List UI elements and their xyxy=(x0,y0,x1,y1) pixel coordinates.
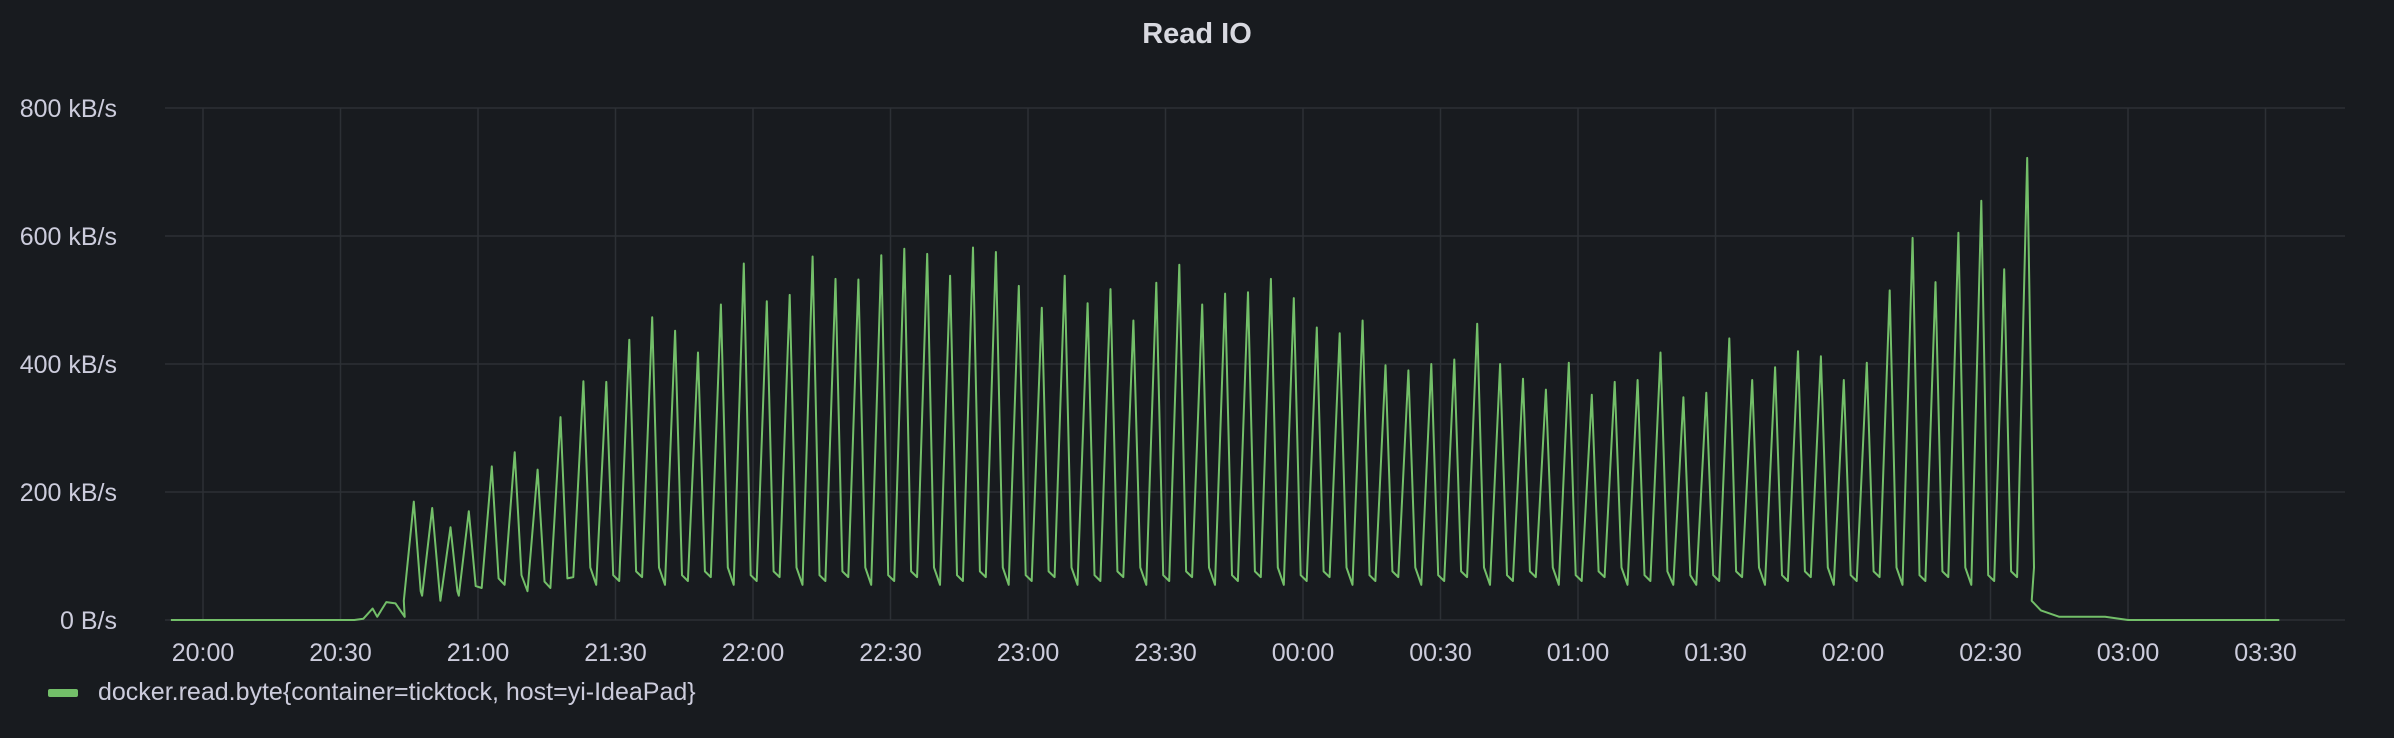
series-layer[interactable] xyxy=(170,155,2280,621)
x-tick-label: 21:00 xyxy=(447,639,510,667)
x-tick-label: 23:30 xyxy=(1134,639,1197,667)
series-line[interactable] xyxy=(170,156,2280,621)
x-tick-label: 20:00 xyxy=(172,639,235,667)
x-axis: 20:00 20:30 21:00 21:30 22:00 22:30 23:00 23:30… xyxy=(172,639,2297,667)
y-tick-label: 600 kB/s xyxy=(20,223,117,251)
panel-title: Read IO xyxy=(1142,18,1252,50)
x-tick-label: 22:00 xyxy=(722,639,785,667)
x-tick-label: 03:00 xyxy=(2097,639,2160,667)
y-axis: 0 B/s 200 kB/s 400 kB/s 600 kB/s 800 kB/s xyxy=(20,95,117,635)
x-tick-label: 02:30 xyxy=(1959,639,2022,667)
x-tick-label: 22:30 xyxy=(859,639,922,667)
x-tick-label: 01:00 xyxy=(1547,639,1610,667)
legend-swatch xyxy=(48,688,78,697)
x-tick-label: 03:30 xyxy=(2234,639,2297,667)
grid xyxy=(165,107,2345,621)
y-tick-label: 800 kB/s xyxy=(20,95,117,123)
y-tick-label: 200 kB/s xyxy=(20,479,117,507)
x-tick-label: 01:30 xyxy=(1684,639,1747,667)
x-tick-label: 23:00 xyxy=(997,639,1060,667)
x-tick-label: 21:30 xyxy=(584,639,647,667)
x-tick-label: 00:30 xyxy=(1409,639,1472,667)
y-tick-label: 0 B/s xyxy=(60,607,117,635)
x-tick-label: 20:30 xyxy=(309,639,372,667)
legend-label: docker.read.byte{container=ticktock, hos… xyxy=(98,678,696,706)
x-tick-label: 02:00 xyxy=(1822,639,1885,667)
x-tick-label: 00:00 xyxy=(1272,639,1335,667)
y-tick-label: 400 kB/s xyxy=(20,351,117,379)
legend-item[interactable]: docker.read.byte{container=ticktock, hos… xyxy=(48,678,696,707)
